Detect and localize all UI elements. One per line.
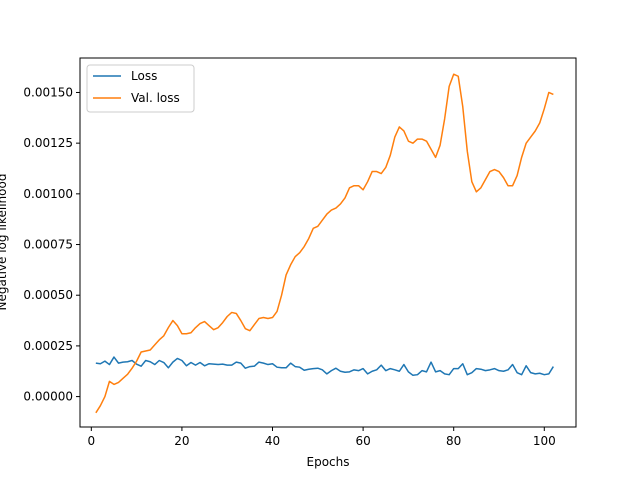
y-tick-label: 0.00000 <box>23 390 73 404</box>
y-axis-label: Negative log likelihood <box>0 174 9 311</box>
x-tick-label: 80 <box>446 434 461 448</box>
y-tick-label: 0.00050 <box>23 288 73 302</box>
y-tick-label: 0.00150 <box>23 85 73 99</box>
legend-label-loss: Loss <box>131 69 157 83</box>
x-tick-label: 100 <box>533 434 556 448</box>
y-tick-label: 0.00125 <box>23 136 73 150</box>
series-layer <box>95 73 554 414</box>
x-tick-label: 40 <box>265 434 280 448</box>
y-tick-label: 0.00100 <box>23 187 73 201</box>
x-tick-label: 0 <box>88 434 96 448</box>
series-line-val-loss <box>95 73 554 414</box>
legend: Loss Val. loss <box>86 64 195 113</box>
x-tick-label: 20 <box>174 434 189 448</box>
plot-frame <box>79 57 577 428</box>
x-tick-label: 60 <box>355 434 370 448</box>
y-tick-label: 0.00075 <box>23 238 73 252</box>
series-line-loss <box>95 356 554 377</box>
x-axis-label: Epochs <box>307 455 350 469</box>
legend-label-val-loss: Val. loss <box>131 91 180 105</box>
ticks-layer: 0 20 40 60 80 100 0.00000 0.00025 0.00050 0.00075… <box>23 85 555 448</box>
y-tick-label: 0.00025 <box>23 339 73 353</box>
